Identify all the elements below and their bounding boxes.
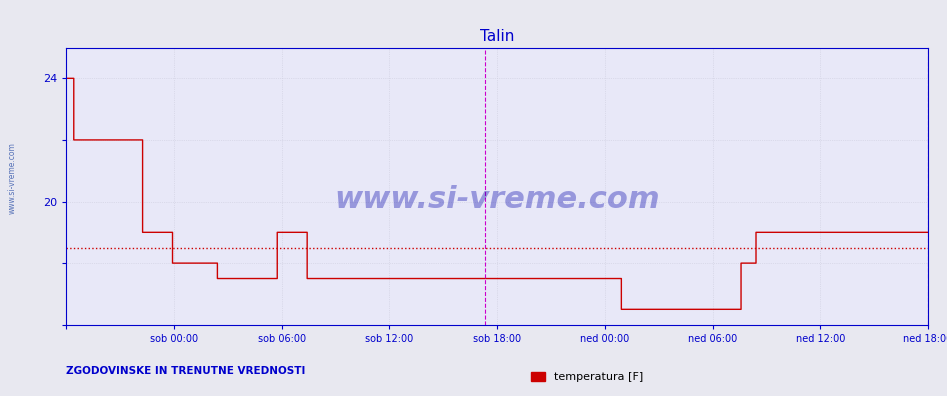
Text: www.si-vreme.com: www.si-vreme.com	[8, 142, 17, 214]
Text: www.si-vreme.com: www.si-vreme.com	[334, 185, 660, 215]
Text: ZGODOVINSKE IN TRENUTNE VREDNOSTI: ZGODOVINSKE IN TRENUTNE VREDNOSTI	[66, 366, 306, 376]
Legend: temperatura [F]: temperatura [F]	[527, 367, 648, 386]
Title: Talin: Talin	[480, 29, 514, 44]
